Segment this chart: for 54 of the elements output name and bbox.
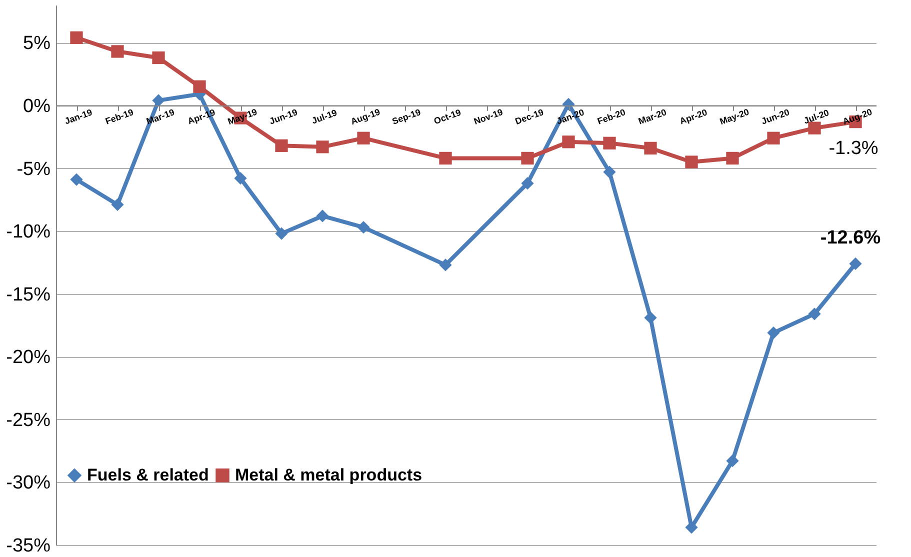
- point: [521, 177, 534, 190]
- x-tick-label: Apr-20: [678, 107, 708, 126]
- point: [726, 152, 739, 165]
- y-tick-label: -5%: [16, 158, 51, 180]
- point: [357, 220, 370, 234]
- x-tick-label: Apr-19: [186, 107, 216, 126]
- y-tick-label: -30%: [6, 472, 51, 494]
- point: [644, 142, 657, 154]
- y-tick-label: -20%: [6, 347, 51, 368]
- point: [234, 172, 247, 185]
- y-tick-label: -25%: [6, 410, 51, 431]
- point: [439, 152, 452, 165]
- point: [685, 521, 698, 534]
- x-tick-label: Jan-20: [555, 107, 586, 126]
- y-tick-label: -35%: [6, 536, 51, 556]
- point: [521, 152, 534, 165]
- point: [152, 51, 165, 64]
- annotation: -12.6%: [820, 228, 881, 249]
- point: [603, 166, 616, 178]
- point: [767, 132, 780, 144]
- point: [316, 210, 329, 222]
- legend-label: Metal & metal products: [235, 465, 422, 484]
- x-tick-label: Jul-19: [310, 108, 338, 126]
- point: [152, 94, 165, 107]
- x-tick-label: Jul-20: [802, 108, 830, 126]
- annotation: -1.3%: [828, 138, 878, 159]
- point: [767, 326, 780, 340]
- point: [562, 136, 575, 148]
- x-tick-label: Oct-19: [432, 107, 462, 126]
- point: [111, 198, 124, 211]
- x-tick-label: Sep-19: [390, 106, 422, 126]
- x-tick-label: Jun-19: [268, 107, 299, 126]
- point: [357, 132, 370, 144]
- point: [193, 80, 206, 93]
- point: [603, 136, 616, 150]
- point: [726, 454, 739, 468]
- point: [808, 308, 821, 320]
- legend-label: Fuels & related: [87, 465, 209, 484]
- y-tick-label: -15%: [6, 284, 51, 306]
- y-tick-label: 5%: [23, 33, 51, 54]
- point: [685, 156, 698, 168]
- point: [70, 31, 83, 44]
- point: [316, 140, 329, 154]
- point: [275, 227, 288, 240]
- point: [70, 173, 83, 186]
- y-tick-label: -10%: [6, 222, 51, 243]
- point: [275, 139, 288, 152]
- point: [439, 258, 452, 272]
- point: [849, 257, 862, 270]
- point: [111, 45, 124, 58]
- point: [644, 311, 657, 324]
- y-tick-label: 0%: [23, 96, 51, 117]
- x-tick-label: Jun-20: [760, 107, 791, 126]
- x-tick-label: Jan-19: [63, 107, 94, 126]
